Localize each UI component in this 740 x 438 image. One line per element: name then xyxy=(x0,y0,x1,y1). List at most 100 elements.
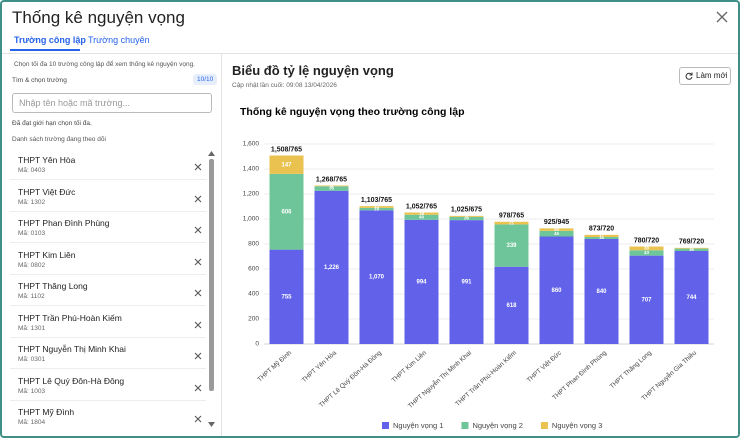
remove-button[interactable] xyxy=(194,316,202,328)
bar-segment xyxy=(584,237,619,239)
school-code: Mã: 0301 xyxy=(18,356,46,363)
bar-segment xyxy=(359,210,394,344)
school-item: THPT Thăng Long Mã: 1102 xyxy=(10,274,206,306)
bar-segment xyxy=(269,155,304,174)
remove-icon xyxy=(194,415,202,423)
value-label: 6 xyxy=(690,245,693,250)
y-tick-label: 400 xyxy=(248,291,259,298)
x-tick-label: THPT Thăng Long xyxy=(609,349,654,390)
x-tick-label: THPT Kim Liên xyxy=(391,349,429,384)
remove-button[interactable] xyxy=(194,221,202,234)
value-label: 618 xyxy=(506,303,517,309)
total-label: 769/720 xyxy=(679,239,704,246)
bar-segment xyxy=(584,234,619,237)
school-name: THPT Nguyễn Thị Minh Khai xyxy=(18,344,126,354)
value-label: 994 xyxy=(416,279,427,285)
legend-label: Nguyện vọng 3 xyxy=(552,421,602,430)
remove-button[interactable] xyxy=(194,284,202,297)
legend-swatch xyxy=(540,422,548,429)
bar-segment xyxy=(584,239,619,344)
value-label: 14 xyxy=(374,204,380,209)
remove-button[interactable] xyxy=(194,410,202,423)
legend-swatch xyxy=(461,422,469,429)
total-label: 873/720 xyxy=(589,226,614,233)
school-code: Mã: 0403 xyxy=(18,167,46,174)
school-code: Mã: 1102 xyxy=(18,293,45,300)
school-item: THPT Kim Liên Mã: 0802 xyxy=(10,243,206,275)
school-name: THPT Kim Liên xyxy=(18,249,76,260)
list-title: Danh sách trường đang theo dõi xyxy=(12,136,106,143)
remove-button[interactable] xyxy=(194,253,202,265)
counter-badge: 10/10 xyxy=(193,74,218,85)
remove-button[interactable] xyxy=(194,379,202,391)
search-input[interactable]: Nhập tên hoặc mã trường... xyxy=(12,93,212,113)
bar-segment xyxy=(539,230,574,237)
value-label: 19 xyxy=(689,247,695,252)
hint: Chọn tối đa 10 trường công lập để xem th… xyxy=(14,61,195,68)
value-label: 18 xyxy=(419,211,425,216)
x-tick-label: THPT Yên Hòa xyxy=(301,349,339,384)
refresh-icon xyxy=(685,72,693,80)
remove-icon xyxy=(194,321,202,328)
legend-label: Nguyện vọng 2 xyxy=(472,421,522,430)
bar-segment xyxy=(404,214,439,220)
bar-segment xyxy=(449,216,484,221)
school-code: Mã: 0103 xyxy=(18,230,46,237)
y-tick-label: 1,400 xyxy=(243,166,260,173)
modal-title: Thống kê nguyện vọng xyxy=(12,8,185,27)
total-label: 925/945 xyxy=(544,219,569,226)
school-item: THPT Việt Đức Mã: 1302 xyxy=(10,180,206,212)
total-label: 1,508/765 xyxy=(271,146,302,153)
remove-icon xyxy=(194,163,202,171)
value-label: 860 xyxy=(551,288,562,294)
refresh-button[interactable]: Làm mới xyxy=(679,67,731,85)
school-item: THPT Nguyễn Thị Minh Khai Mã: 0301 xyxy=(10,337,206,369)
value-label: 17 xyxy=(599,233,605,238)
school-item: THPT Phan Đình Phùng Mã: 0103 xyxy=(10,211,206,243)
school-list: THPT Yên Hòa Mã: 0403 THPT Việt Đức Mã: 130… xyxy=(10,148,206,430)
close-button[interactable] xyxy=(716,11,728,23)
school-name: THPT Trần Phú-Hoàn Kiếm xyxy=(18,312,122,323)
y-tick-label: 1,600 xyxy=(243,141,260,148)
legend: Nguyện vọng 1 Nguyện vọng 2 Nguyện vọng 3 xyxy=(382,421,602,430)
remove-button[interactable] xyxy=(194,190,202,202)
school-name: THPT Thăng Long xyxy=(18,281,88,291)
y-tick-label: 1,200 xyxy=(243,191,260,198)
total-label: 978/765 xyxy=(499,213,524,220)
value-label: 6 xyxy=(330,183,333,188)
school-name: THPT Việt Đức xyxy=(18,186,76,197)
tab[interactable]: Trường chuyên xyxy=(88,35,150,45)
bar-segment xyxy=(494,266,529,344)
scroll-down[interactable] xyxy=(208,422,215,427)
chart-title: Thống kê nguyện vọng theo trường công lậ… xyxy=(240,106,464,118)
scroll-up[interactable] xyxy=(208,151,215,156)
school-code: Mã: 1302 xyxy=(18,198,46,206)
tab-active[interactable]: Trường công lập xyxy=(14,35,86,45)
search-label: Tìm & chọn trường xyxy=(12,77,67,84)
school-code: Mã: 0802 xyxy=(18,261,46,269)
bar-segment xyxy=(449,220,484,344)
limit-note: Đã đạt giới hạn chọn tối đa. xyxy=(12,120,92,127)
bar-segment xyxy=(674,248,709,251)
school-code: Mã: 1003 xyxy=(18,387,46,395)
remove-button[interactable] xyxy=(194,158,202,171)
school-item: THPT Mỹ Đình Mã: 1804 xyxy=(10,400,206,430)
scrollbar-thumb[interactable] xyxy=(209,159,214,391)
bar-segment xyxy=(314,185,349,187)
value-label: 16 xyxy=(599,235,605,240)
bar-segment xyxy=(269,249,304,344)
total-label: 1,025/675 xyxy=(451,207,482,214)
remove-button[interactable] xyxy=(194,347,202,360)
bar-segment xyxy=(359,207,394,211)
value-label: 8 xyxy=(465,214,468,219)
total-label: 1,052/765 xyxy=(406,203,437,210)
value-label: 36 xyxy=(329,186,335,191)
value-label: 1,226 xyxy=(324,265,340,271)
value-label: 1,070 xyxy=(369,275,385,281)
bar-segment xyxy=(404,219,439,344)
school-name: THPT Yên Hòa xyxy=(18,155,76,165)
bar-segment xyxy=(494,224,529,267)
y-tick-label: 0 xyxy=(255,341,259,348)
remove-icon xyxy=(194,289,202,297)
